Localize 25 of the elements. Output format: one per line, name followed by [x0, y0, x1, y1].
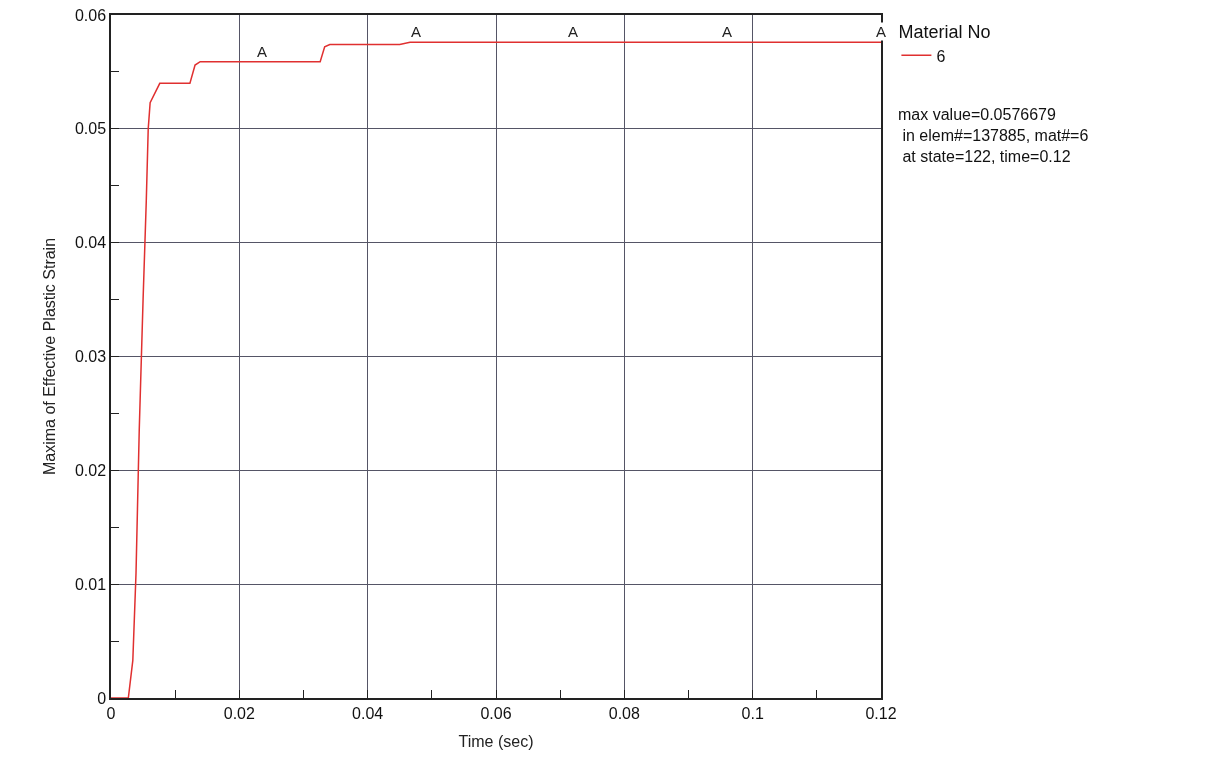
y-tick-label: 0.04 — [74, 234, 107, 252]
annotation: A — [876, 23, 887, 40]
x-tick-label: 0.12 — [865, 704, 897, 722]
y-tick-label: 0.06 — [74, 6, 107, 24]
x-tick-label: 0.06 — [480, 704, 512, 722]
annotation: A — [257, 43, 268, 60]
text: in elem#=137885, mat#=6 — [898, 126, 1089, 144]
x-tick-label: 0.08 — [608, 704, 640, 722]
legend-label: 6 — [936, 47, 946, 65]
y-tick-label: 0.01 — [74, 575, 107, 593]
x-tick-label: 0.04 — [352, 704, 384, 722]
y-tick-label: 0.03 — [74, 348, 107, 366]
text: max value=0.0576679 — [898, 106, 1056, 123]
y-tick-label: 0 — [97, 689, 107, 707]
text: at state=122, time=0.12 — [898, 147, 1071, 165]
annotation: A — [568, 23, 579, 40]
legend-title: Material No — [898, 22, 991, 43]
x-tick-label: 0.1 — [741, 704, 764, 722]
annotation: A — [722, 23, 733, 40]
x-tick-label: 0.02 — [223, 704, 255, 722]
y-axis-title: Maxima of Effective Plastic Strain — [41, 237, 59, 476]
y-tick-label: 0.05 — [74, 120, 107, 138]
x-axis-title: Time (sec) — [458, 733, 534, 751]
y-tick-label: 0.02 — [74, 461, 107, 479]
annotation: A — [411, 23, 422, 40]
